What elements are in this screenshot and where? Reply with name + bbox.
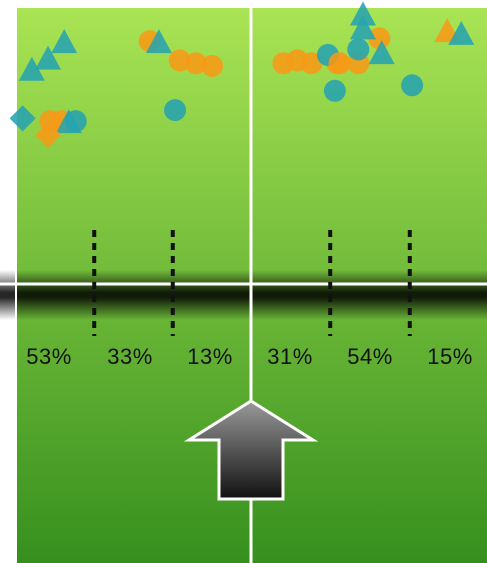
- data-point-diamond-teal: [9, 105, 36, 132]
- data-point-triangle-teal: [448, 20, 475, 45]
- data-point-circle-orange: [368, 27, 391, 50]
- data-point-triangle-teal: [145, 29, 172, 54]
- zone-percentage-left-2: 33%: [107, 344, 153, 369]
- data-point-triangle-teal: [35, 45, 62, 70]
- data-point-triangle-teal: [55, 109, 82, 134]
- data-point-circle-orange: [184, 52, 207, 75]
- data-points: [9, 1, 475, 148]
- data-point-triangle-teal: [51, 29, 78, 54]
- data-point-circle-orange: [328, 52, 351, 75]
- zone-dividers: [92, 230, 412, 336]
- zone-percentage-left-3: 13%: [187, 344, 233, 369]
- data-point-triangle-teal: [349, 15, 376, 40]
- data-point-diamond-orange: [35, 121, 62, 148]
- zone-percentage-right-2: 54%: [347, 344, 393, 369]
- data-point-circle-teal: [401, 74, 424, 97]
- zone-percentage-right-3: 15%: [427, 344, 473, 369]
- data-point-circle-teal: [323, 79, 346, 102]
- data-point-triangle-teal: [368, 40, 395, 65]
- data-point-circle-teal: [164, 99, 187, 122]
- data-point-circle-orange: [300, 52, 323, 75]
- data-point-circle-orange: [168, 49, 191, 72]
- up-arrow-icon: [183, 399, 319, 501]
- scrimmage-band: [0, 270, 487, 320]
- zone-percentage-left-1: 53%: [26, 344, 72, 369]
- data-point-triangle-teal: [18, 56, 45, 81]
- data-point-circle-teal: [347, 38, 370, 61]
- data-point-circle-orange: [201, 54, 224, 77]
- zone-percentage-right-1: 31%: [267, 344, 313, 369]
- data-point-triangle-teal: [349, 1, 376, 26]
